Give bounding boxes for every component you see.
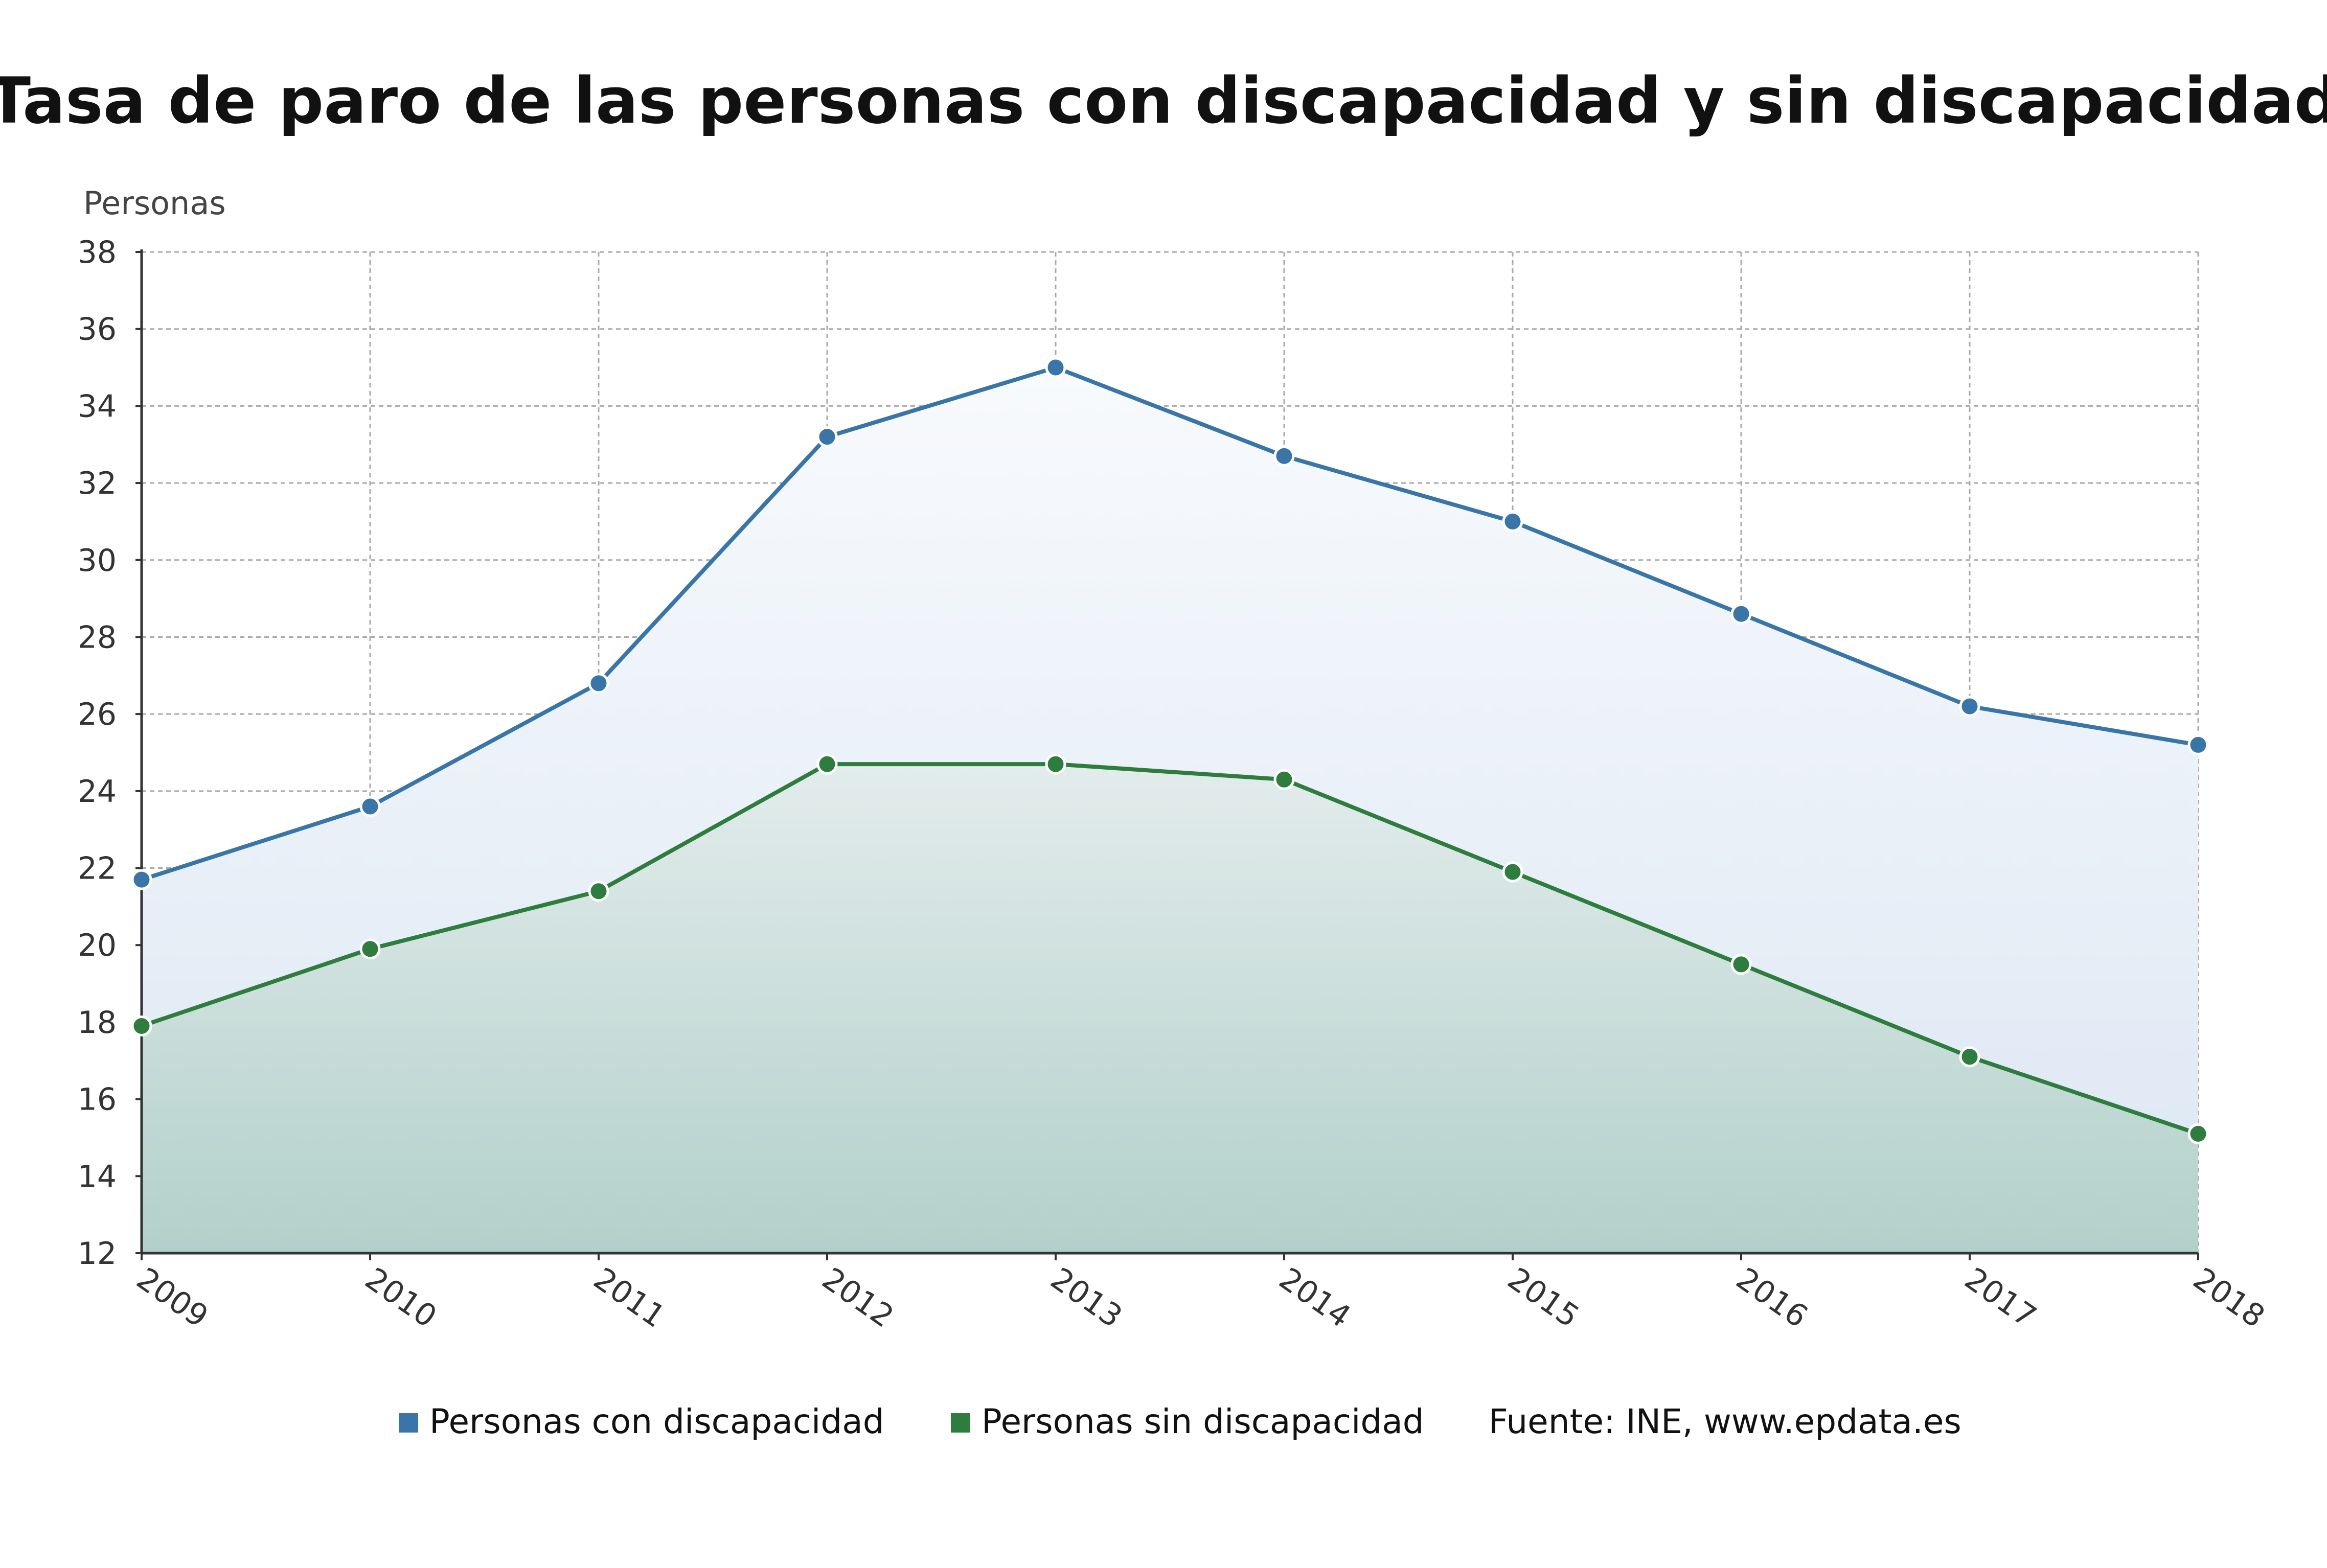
- x-tick-label-2012: 2012: [815, 1261, 900, 1335]
- point-series-1-2009: [131, 1015, 152, 1036]
- y-tick-label-36: 36: [78, 312, 117, 348]
- point-series-1-2018: [2187, 1123, 2209, 1144]
- y-tick-label-14: 14: [78, 1159, 117, 1194]
- series-line-0: [141, 365, 2199, 882]
- y-tick-label-24: 24: [78, 774, 117, 810]
- series-line-1: [141, 762, 2199, 1136]
- point-series-0-2013: [1045, 357, 1066, 378]
- point-series-0-2014: [1273, 445, 1295, 467]
- point-series-1-2014: [1273, 769, 1295, 790]
- y-tick-label-30: 30: [78, 543, 117, 579]
- point-series-0-2009: [131, 869, 152, 890]
- x-tick-label-2015: 2015: [1501, 1261, 1585, 1335]
- point-series-1-2013: [1045, 753, 1066, 775]
- point-series-0-2012: [816, 426, 838, 448]
- legend-swatch-sin-discapacidad: [951, 1413, 970, 1433]
- x-tick-label-2017: 2017: [1958, 1261, 2042, 1335]
- point-series-0-2018: [2187, 734, 2209, 755]
- point-series-0-2016: [1730, 603, 1752, 625]
- y-tick-label-16: 16: [78, 1082, 117, 1118]
- x-tick-label-2014: 2014: [1272, 1261, 1357, 1335]
- y-tick-label-28: 28: [78, 619, 117, 655]
- y-tick-label-12: 12: [78, 1236, 117, 1272]
- point-series-0-2011: [588, 673, 609, 694]
- chart-title: Tasa de paro de las personas con discapa…: [0, 64, 2327, 138]
- x-tick-label-2013: 2013: [1044, 1261, 1128, 1335]
- y-tick-label-34: 34: [78, 388, 117, 424]
- y-tick-labels: 12 14 16 18 20 22 24 26 28 30 32 34 36 38: [78, 235, 117, 1272]
- legend-label-con-discapacidad: Personas con discapacidad: [429, 1402, 884, 1441]
- data-points: [131, 357, 2209, 1144]
- x-tick-label-2011: 2011: [587, 1261, 671, 1335]
- point-series-0-2010: [359, 796, 381, 817]
- legend-label-sin-discapacidad: Personas sin discapacidad: [982, 1402, 1424, 1441]
- point-series-1-2012: [816, 753, 838, 775]
- y-axis-title: Personas: [83, 185, 226, 222]
- point-series-1-2016: [1730, 954, 1752, 975]
- point-series-1-2010: [359, 938, 381, 960]
- series-lines: [141, 365, 2199, 1136]
- x-tick-label-2009: 2009: [130, 1261, 214, 1335]
- x-tick-labels: 2009 2010 2011 2012 2013 2014 2015 2016 2017 2018: [130, 1261, 2271, 1335]
- point-series-1-2017: [1959, 1046, 1980, 1068]
- y-tick-label-26: 26: [78, 697, 117, 732]
- y-tick-label-18: 18: [78, 1005, 117, 1041]
- legend: Personas con discapacidad Personas sin d…: [399, 1402, 1961, 1441]
- x-tick-label-2018: 2018: [2186, 1261, 2271, 1335]
- legend-swatch-con-discapacidad: [399, 1413, 418, 1433]
- area-series-1: [142, 764, 2198, 1253]
- x-tick-label-2016: 2016: [1729, 1261, 1814, 1335]
- point-series-0-2017: [1959, 696, 1980, 717]
- y-tick-label-38: 38: [78, 235, 117, 270]
- areas: [142, 367, 2198, 1253]
- source-label: Fuente: INE, www.epdata.es: [1489, 1402, 1961, 1441]
- point-series-1-2011: [588, 881, 609, 902]
- x-tick-label-2010: 2010: [358, 1261, 443, 1335]
- point-series-1-2015: [1502, 861, 1523, 883]
- y-tick-label-22: 22: [78, 851, 117, 887]
- y-tick-label-20: 20: [78, 928, 117, 963]
- point-series-0-2015: [1502, 511, 1523, 532]
- y-tick-label-32: 32: [78, 466, 117, 501]
